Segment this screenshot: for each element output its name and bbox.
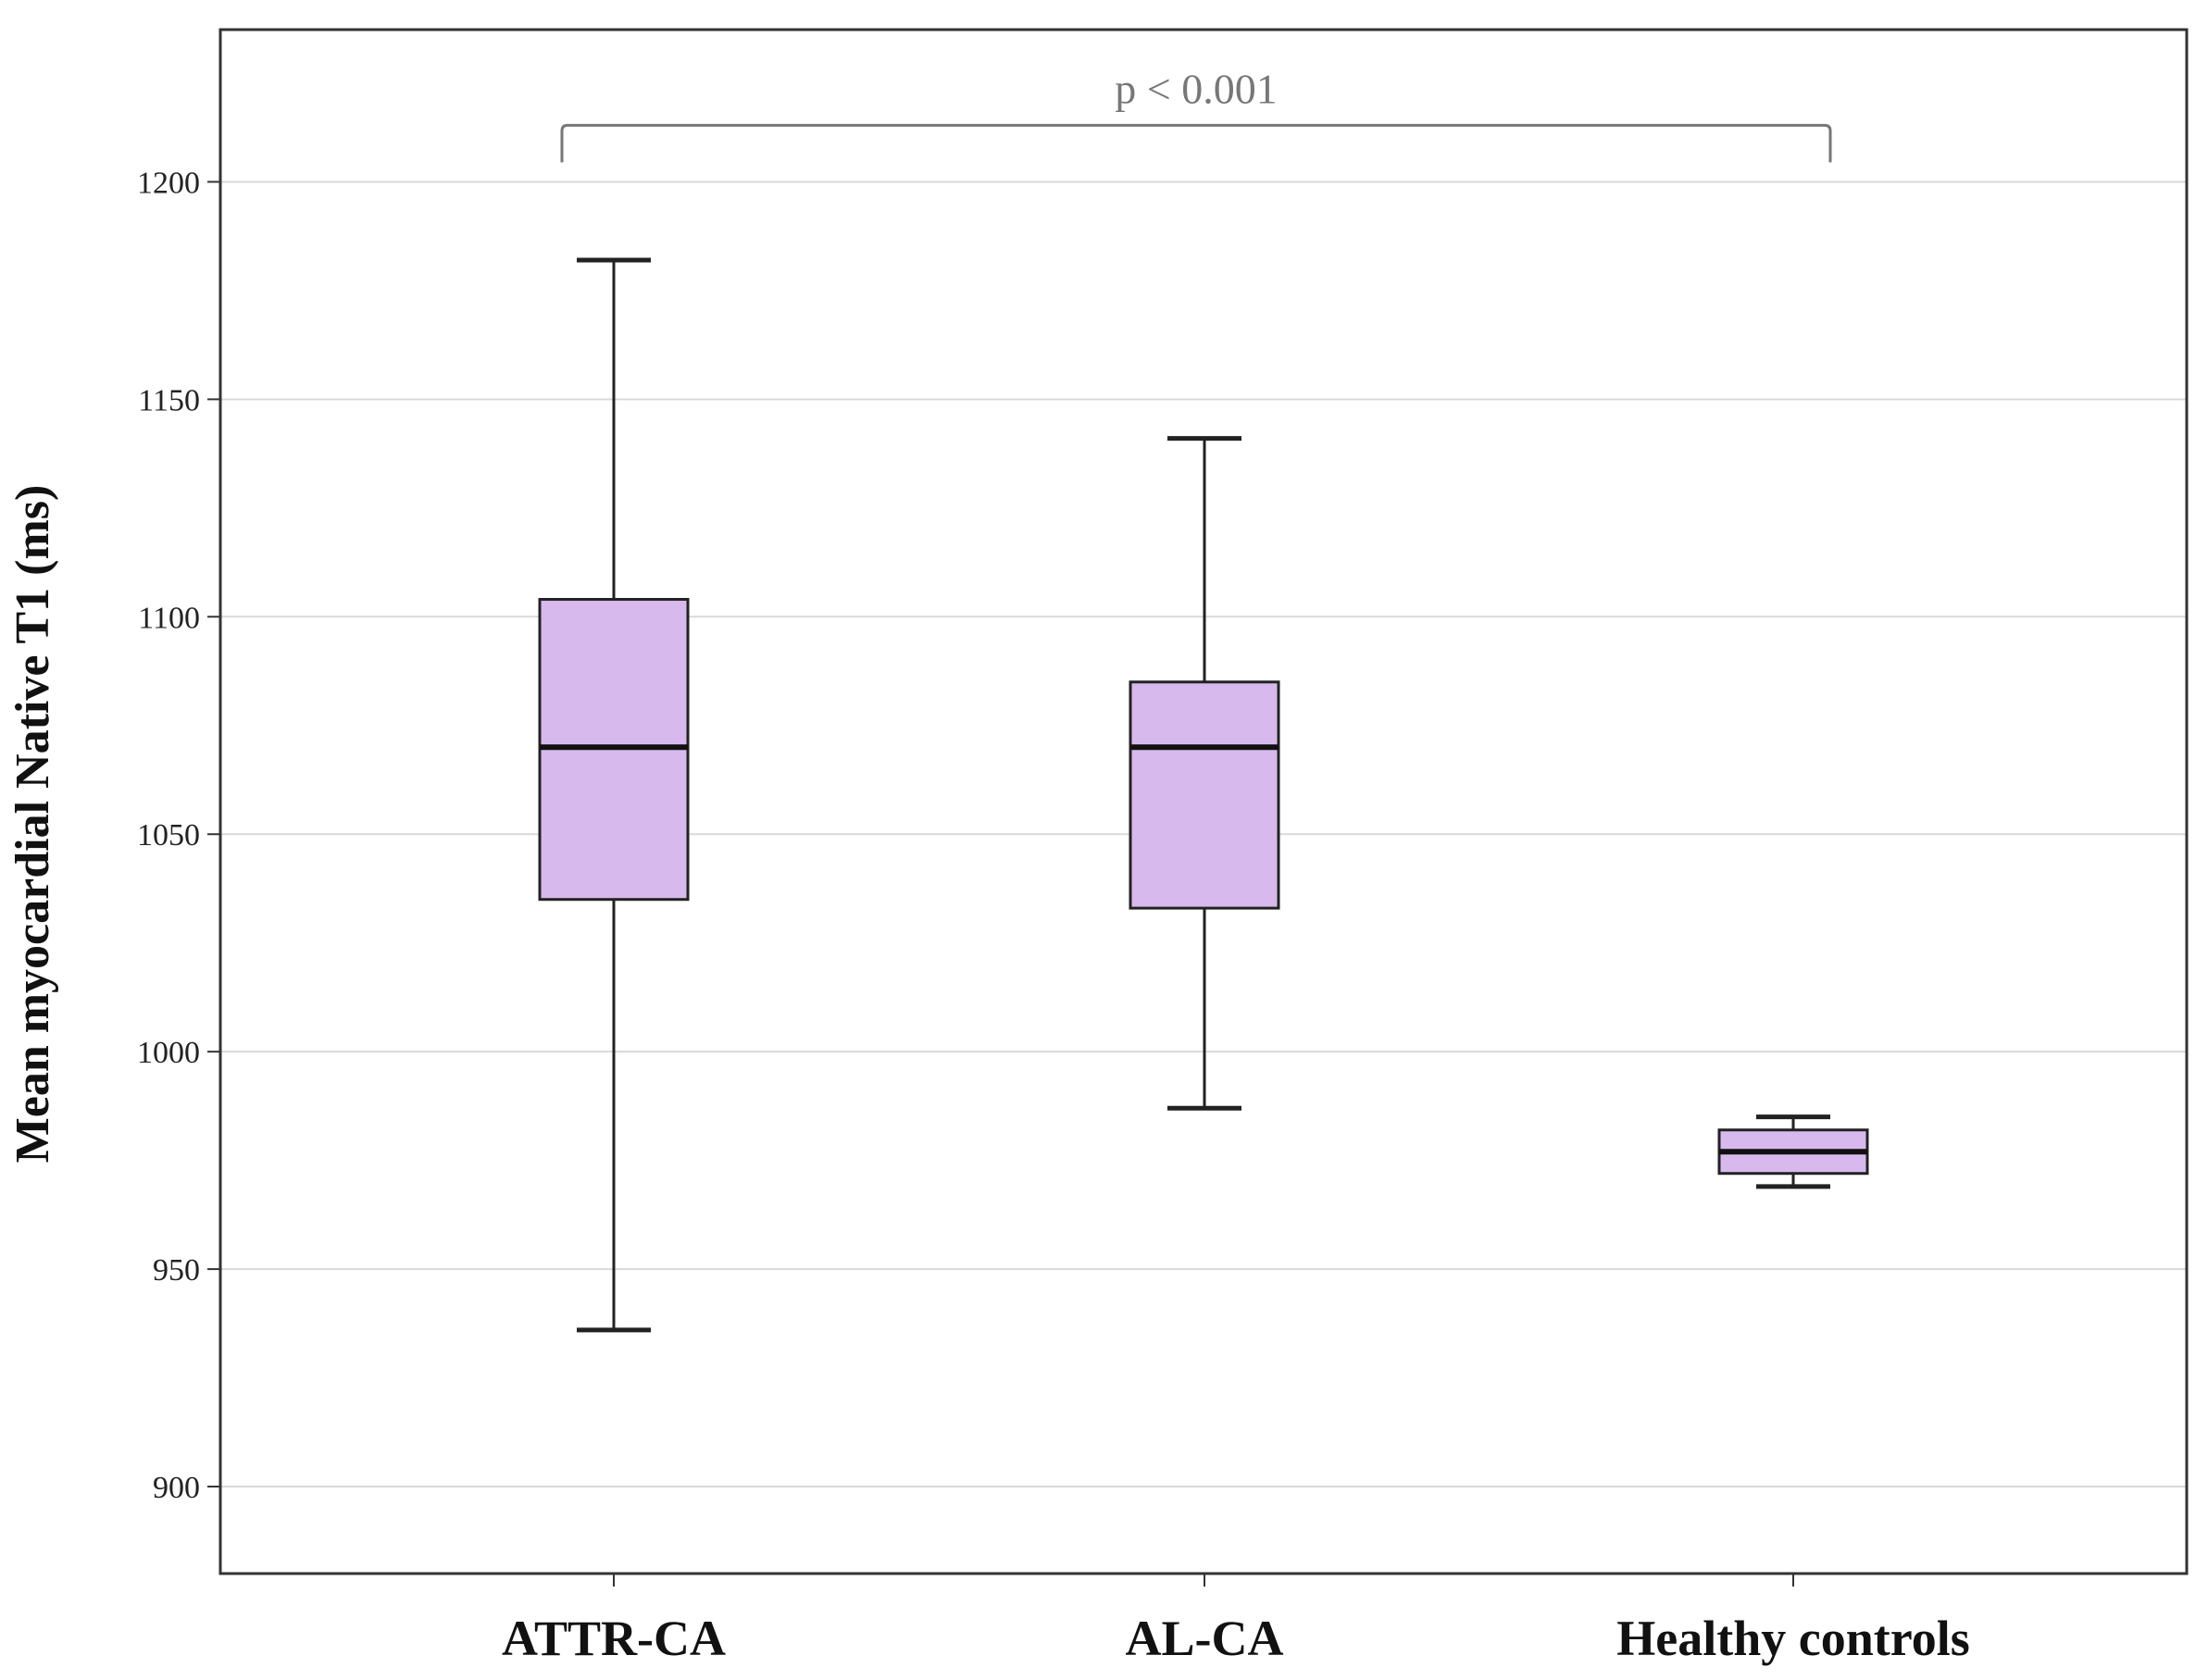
axis-layer: 900 950 1000 1050 1100 1150 1200 ATTR-CA AL-CA He… [137, 166, 1970, 1666]
x-category-label: ATTR-CA [502, 1611, 726, 1666]
y-tick-label: 950 [153, 1253, 200, 1288]
y-tick-label: 1100 [138, 601, 200, 635]
x-category-label: Healthy controls [1616, 1611, 1969, 1666]
box-attr-ca [538, 257, 690, 1333]
y-tick-label: 1050 [137, 818, 200, 852]
y-tick-label: 900 [153, 1471, 200, 1505]
y-axis-label: Mean myocardial Native T1 (ms) [6, 485, 59, 1164]
y-tick-label: 1000 [137, 1036, 200, 1070]
x-category-label: AL-CA [1126, 1611, 1284, 1666]
y-tick-label: 1150 [138, 383, 200, 417]
annotation-layer: p < 0.001 [560, 65, 1832, 163]
significance-bracket [560, 123, 1832, 163]
box-layer [538, 257, 1869, 1333]
iqr-box [1129, 680, 1280, 910]
box-healthy-controls [1717, 1114, 1869, 1189]
box-al-ca [1129, 436, 1280, 1111]
y-tick-label: 1200 [137, 166, 200, 200]
significance-label: p < 0.001 [1115, 65, 1277, 112]
